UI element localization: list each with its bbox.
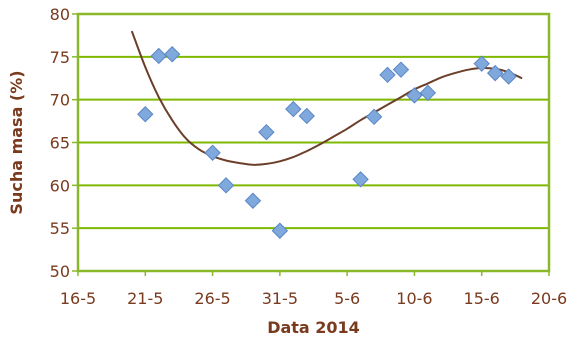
data-point	[500, 68, 517, 85]
data-points	[137, 46, 517, 239]
y-tick-label: 50	[50, 262, 70, 281]
data-point	[285, 100, 302, 118]
data-point	[379, 66, 396, 84]
y-tick-labels: 50 55 60 65 70 75 80	[50, 5, 70, 281]
trendline	[130, 30, 523, 166]
y-tick-label: 55	[50, 219, 70, 238]
data-point	[258, 124, 275, 141]
x-tick-label: 5-6	[334, 289, 360, 308]
x-tick-labels: 16-5 21-5 26-5 31-5 5-6 10-6 15-6 20-6	[60, 289, 567, 308]
y-axis-title: Sucha masa (%)	[7, 70, 26, 214]
x-tick-label: 21-5	[127, 289, 163, 308]
x-tick-label: 15-6	[464, 289, 500, 308]
x-axis-title: Data 2014	[267, 318, 360, 337]
data-point	[137, 106, 154, 123]
y-tick-label: 70	[50, 91, 70, 110]
y-tick-label: 80	[50, 5, 70, 24]
x-tick-label: 26-5	[194, 289, 230, 308]
data-point	[298, 107, 315, 125]
data-point	[473, 55, 490, 72]
x-tick-label: 10-6	[396, 289, 432, 308]
data-point	[392, 61, 410, 78]
data-point	[150, 47, 167, 65]
data-point	[271, 222, 289, 239]
data-point	[244, 192, 262, 209]
y-tick-label: 60	[50, 176, 70, 195]
data-point	[365, 108, 383, 126]
data-point	[419, 84, 437, 102]
data-point	[204, 144, 221, 161]
trendline-layer	[130, 30, 523, 166]
x-tick-label: 20-6	[531, 289, 567, 308]
y-tick-label: 75	[50, 48, 70, 67]
gridlines	[72, 13, 550, 276]
data-point	[406, 87, 423, 104]
y-tick-label: 65	[50, 134, 70, 153]
plot-area-border	[76, 12, 551, 273]
x-tick-label: 16-5	[60, 289, 96, 308]
data-point	[352, 171, 369, 188]
data-point	[163, 46, 181, 63]
data-point	[217, 177, 235, 194]
data-point	[486, 64, 504, 82]
x-tick-label: 31-5	[262, 289, 298, 308]
